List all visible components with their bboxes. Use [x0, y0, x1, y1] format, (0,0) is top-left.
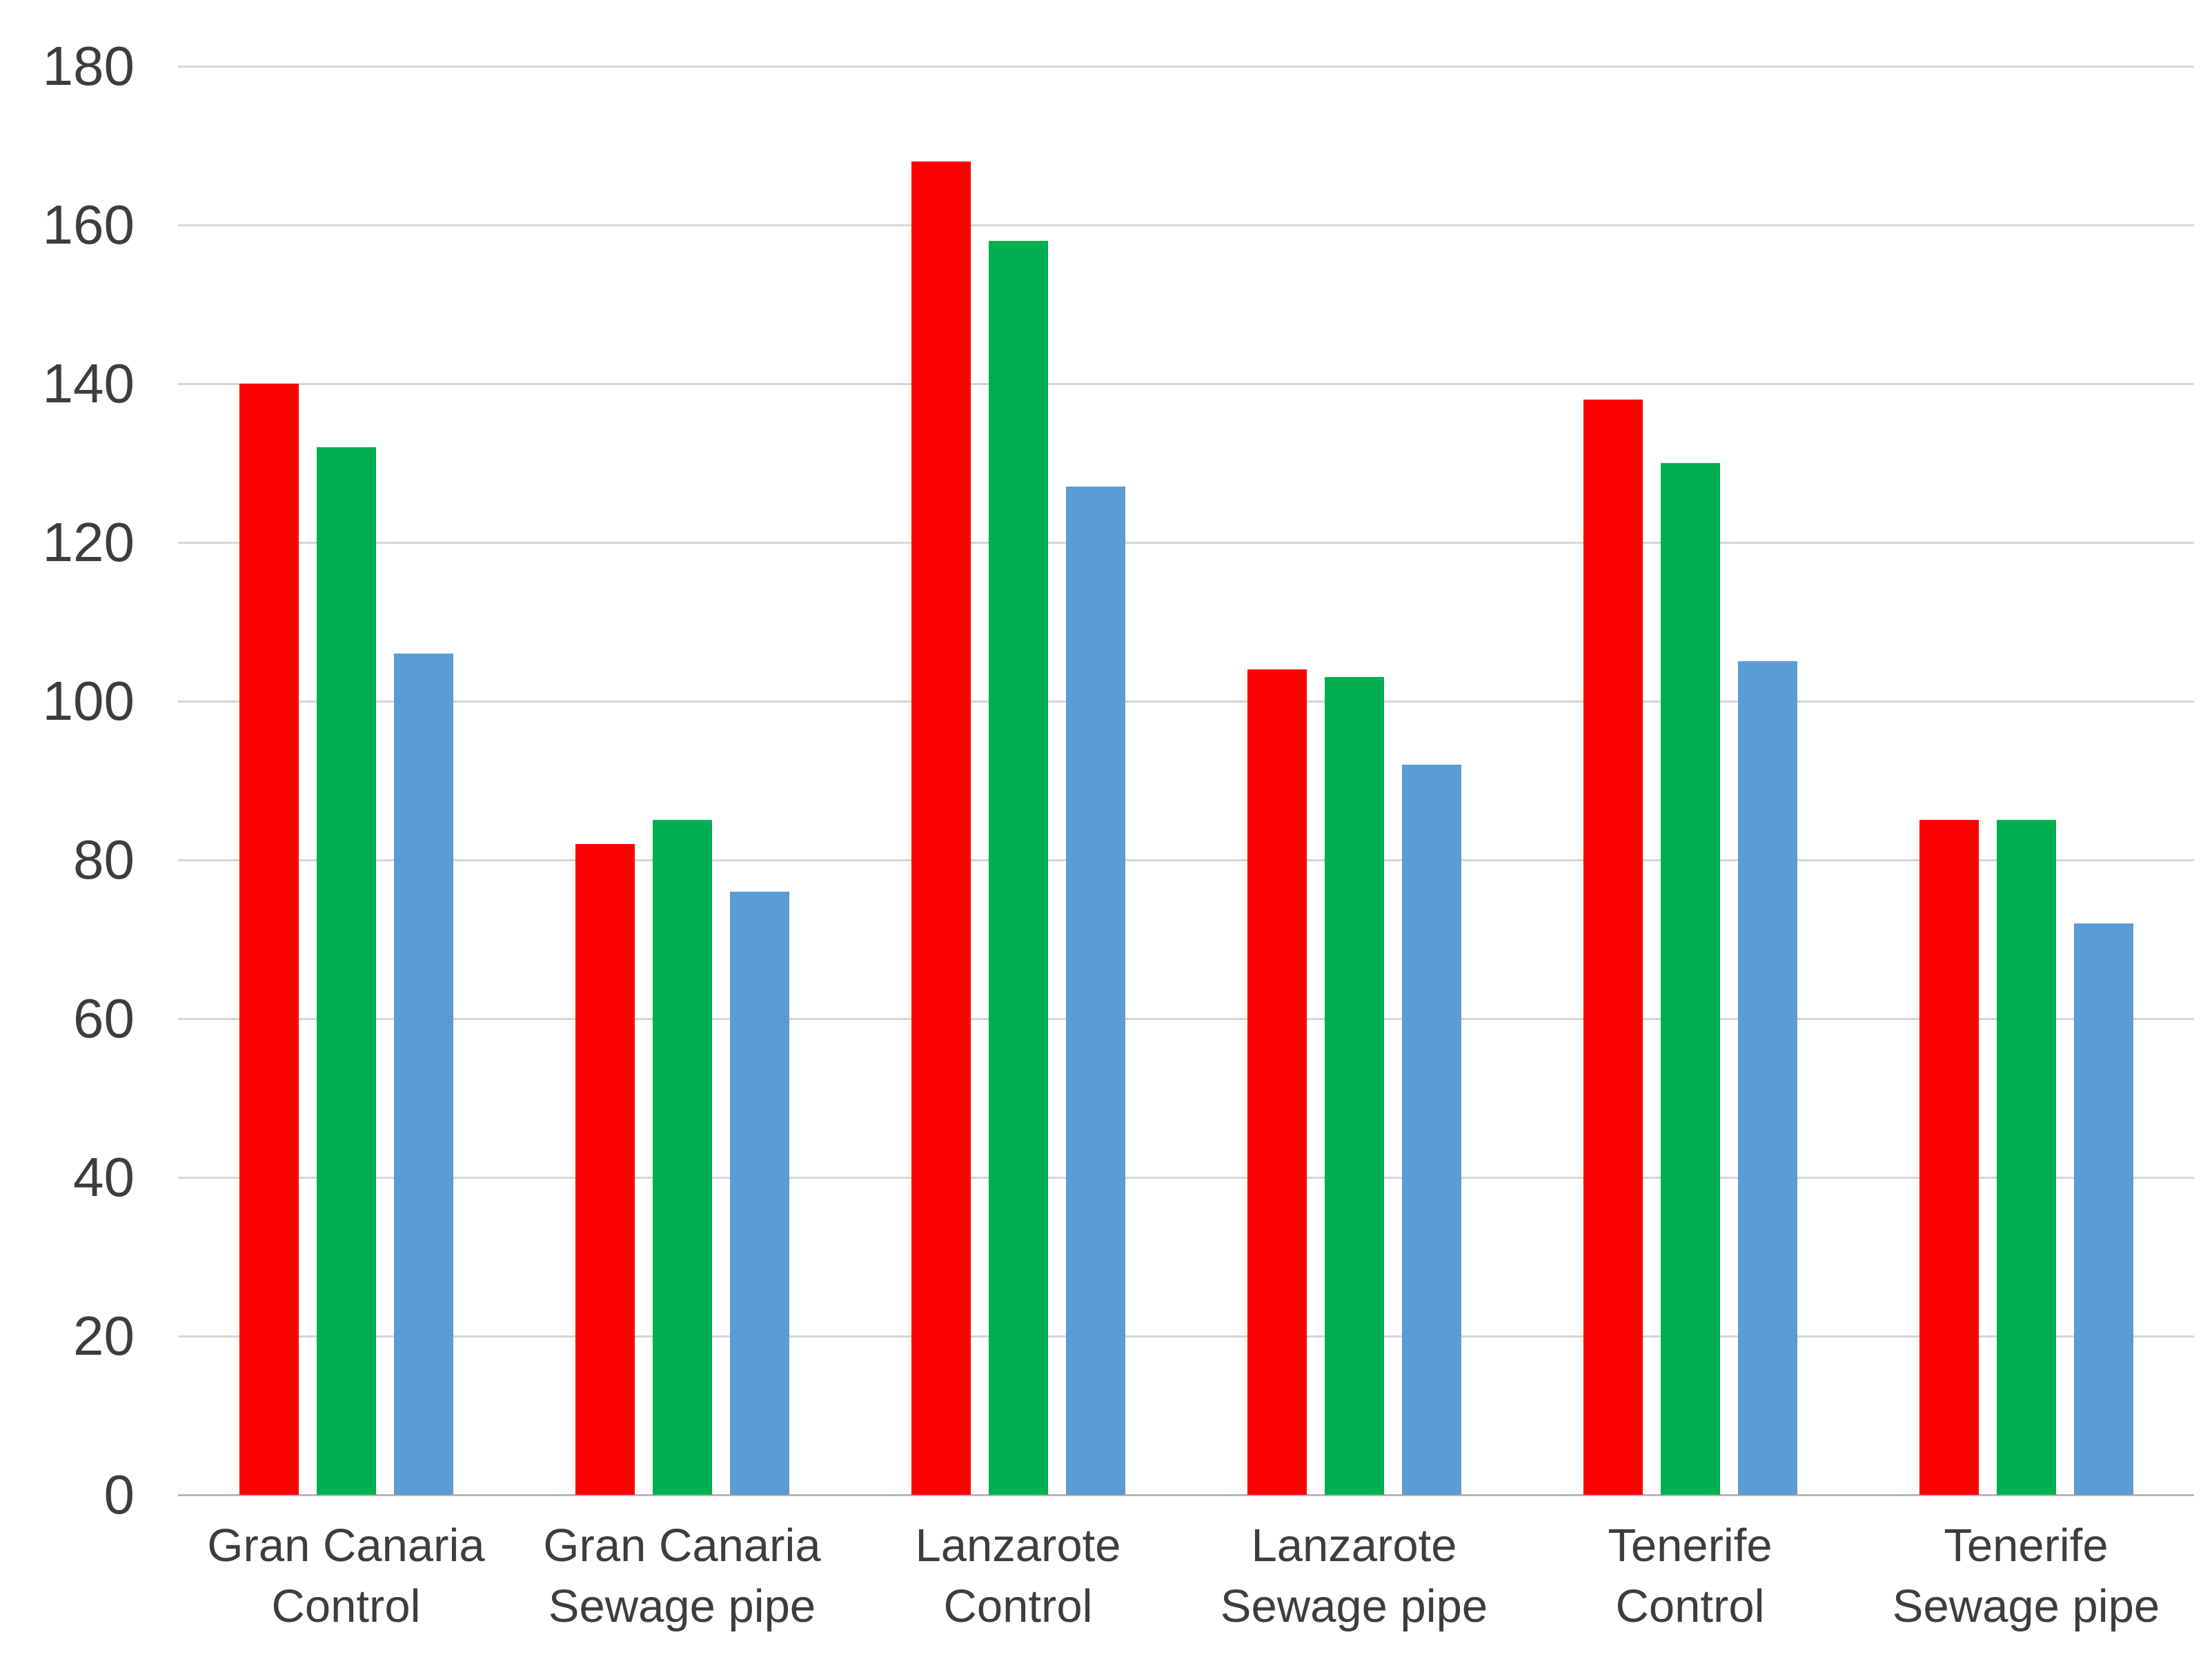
category-label-line1: Lanzarote [1251, 1520, 1457, 1571]
category-label-line2: Sewage pipe [1220, 1580, 1488, 1632]
bar-red [911, 161, 971, 1495]
category-label: Lanzarote Control [850, 1516, 1186, 1637]
x-axis-labels: Gran Canaria Control Gran Canaria Sewage pi… [178, 1516, 2194, 1637]
bar-group [514, 66, 850, 1495]
x-axis-line [178, 1494, 2194, 1496]
gridline [178, 859, 2194, 861]
gridline [178, 66, 2194, 68]
category-label: Gran Canaria Control [178, 1516, 514, 1637]
category-label-line2: Sewage pipe [548, 1580, 816, 1632]
bar-green [1660, 463, 1720, 1495]
gridline [178, 542, 2194, 544]
gridline [178, 1335, 2194, 1337]
category-label: Gran Canaria Sewage pipe [514, 1516, 850, 1637]
category-label: Tenerife Sewage pipe [1858, 1516, 2194, 1637]
bar-group [1522, 66, 1858, 1495]
bar-groups [178, 66, 2194, 1495]
bar-red [1583, 400, 1643, 1495]
bar-blue [1065, 487, 1125, 1495]
bar-green [988, 241, 1048, 1495]
bar-blue [1401, 765, 1461, 1495]
category-label: Tenerife Control [1522, 1516, 1858, 1637]
bar-group [1186, 66, 1522, 1495]
gridline [178, 700, 2194, 703]
category-label-line1: Tenerife [1608, 1520, 1772, 1571]
gridline [178, 224, 2194, 226]
bar-group [1858, 66, 2194, 1495]
category-label-line2: Control [1615, 1580, 1765, 1632]
bar-blue [393, 654, 453, 1495]
category-label: Lanzarote Sewage pipe [1186, 1516, 1522, 1637]
gridline [178, 1018, 2194, 1020]
bar-green [652, 820, 712, 1495]
bar-group [850, 66, 1186, 1495]
category-label-line1: Gran Canaria [207, 1520, 485, 1571]
category-label-line1: Lanzarote [915, 1520, 1121, 1571]
bar-red [1919, 820, 1979, 1495]
bar-group [178, 66, 514, 1495]
bar-red [239, 384, 299, 1495]
bar-red [575, 844, 635, 1495]
y-axis: 0 20 40 60 80 100 120 140 160 180 [42, 35, 135, 1525]
category-label-line2: Control [943, 1580, 1093, 1632]
bar-red [1247, 669, 1307, 1495]
category-label-line2: Control [271, 1580, 421, 1632]
bar-green [1996, 820, 2056, 1495]
gridline [178, 383, 2194, 385]
plot-area [178, 66, 2194, 1496]
bar-blue [1737, 661, 1797, 1495]
category-label-line1: Gran Canaria [543, 1520, 821, 1571]
bar-green [1324, 677, 1384, 1495]
gridline [178, 1177, 2194, 1179]
bar-blue [729, 892, 789, 1495]
category-label-line1: Tenerife [1944, 1520, 2109, 1571]
bar-blue [2073, 923, 2133, 1495]
category-label-line2: Sewage pipe [1892, 1580, 2160, 1632]
bar-green [316, 447, 376, 1495]
